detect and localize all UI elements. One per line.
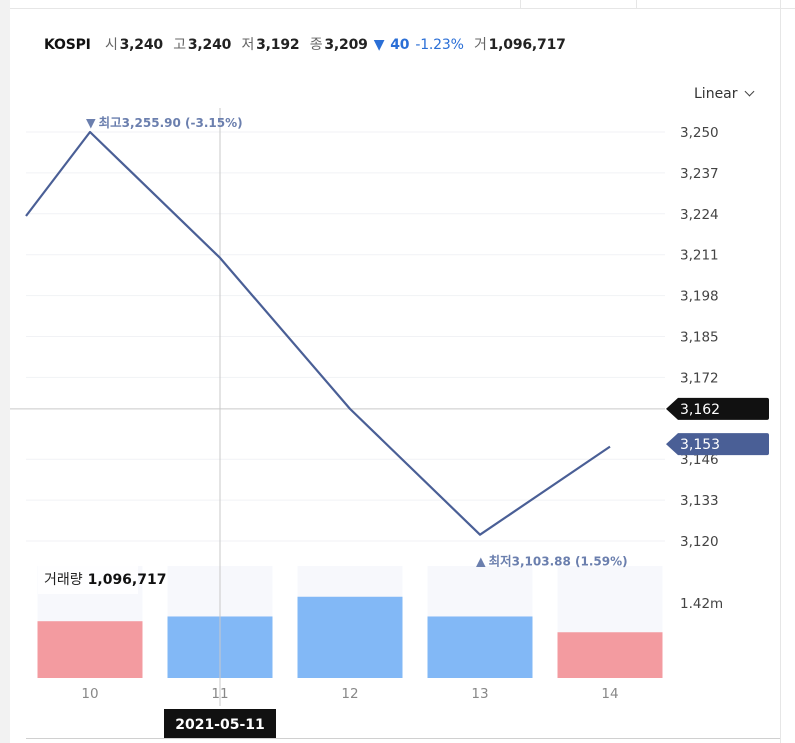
y-tick-label: 3,198 bbox=[680, 289, 719, 305]
change-value: 40 bbox=[390, 37, 410, 53]
last-price-label: 3,153 bbox=[680, 437, 720, 453]
volume-bar bbox=[557, 632, 663, 678]
volume-legend: 거래량 1,096,717 bbox=[38, 566, 166, 594]
top-divider bbox=[520, 0, 521, 9]
y-tick-label: 3,146 bbox=[680, 452, 719, 468]
max-annotation-arrow: ▼ bbox=[86, 115, 96, 130]
crosshair-date-tag: 2021-05-11 bbox=[164, 709, 276, 738]
open-value: 3,240 bbox=[119, 37, 163, 53]
x-tick-label: 11 bbox=[211, 686, 228, 702]
min-annotation: ▲ 최저3,103.88 (1.59%) bbox=[476, 554, 628, 569]
x-tick-label: 14 bbox=[601, 686, 618, 702]
price-line bbox=[25, 130, 611, 536]
y-tick-label: 3,224 bbox=[680, 207, 719, 223]
last-price-tag: 3,153 bbox=[666, 433, 769, 456]
close-label: 종 bbox=[309, 37, 323, 53]
open-label: 시 bbox=[104, 37, 118, 53]
volume-legend-label: 거래량 1,096,717 bbox=[44, 572, 166, 588]
scale-select-value: Linear bbox=[694, 86, 738, 102]
bottom-border bbox=[26, 738, 780, 739]
x-tick-label: 13 bbox=[471, 686, 488, 702]
change-percent: -1.23% bbox=[415, 37, 464, 53]
min-annotation-arrow: ▲ bbox=[476, 554, 486, 569]
grid bbox=[26, 131, 665, 542]
x-tick-label: 10 bbox=[81, 686, 98, 702]
crosshair-price-label: 3,162 bbox=[680, 402, 720, 418]
crosshair-date-label: 2021-05-11 bbox=[175, 717, 265, 733]
close-value: 3,209 bbox=[324, 37, 368, 53]
top-border bbox=[10, 8, 795, 9]
y-tick-label: 3,211 bbox=[680, 248, 719, 264]
ohlc-header: KOSPI 시 3,240 고 3,240 저 3,192 종 3,209 ▼ 40 -1.2… bbox=[44, 34, 572, 54]
y-axis: 3,250 3,237 3,224 3,211 3,198 3,185 3,172 3,146… bbox=[680, 125, 719, 550]
volume-legend-value: 1,096,717 bbox=[88, 572, 167, 588]
x-tick-label: 12 bbox=[341, 686, 358, 702]
volume-bar bbox=[427, 616, 533, 678]
change-down-arrow: ▼ bbox=[373, 37, 385, 53]
high-value: 3,240 bbox=[187, 37, 232, 53]
max-annotation-label: 최고 bbox=[99, 115, 123, 130]
volume-axis-label: 1.42m bbox=[680, 596, 723, 612]
y-tick-label: 3,237 bbox=[680, 166, 719, 182]
high-label: 고 bbox=[173, 37, 186, 53]
low-value: 3,192 bbox=[256, 37, 300, 53]
volume-value: 1,096,717 bbox=[488, 37, 566, 53]
volume-label: 거 bbox=[473, 37, 487, 53]
left-strip bbox=[0, 0, 10, 743]
y-tick-label: 3,185 bbox=[680, 330, 719, 346]
x-axis: 10 11 12 13 14 bbox=[81, 686, 618, 702]
min-annotation-value: 3,103.88 (1.59%) bbox=[512, 555, 628, 569]
symbol: KOSPI bbox=[44, 37, 91, 53]
top-divider bbox=[636, 0, 637, 9]
crosshair-price-tag: 3,162 bbox=[666, 397, 769, 420]
volume-bar bbox=[297, 596, 403, 678]
scale-select[interactable]: Linear bbox=[694, 86, 754, 102]
volume-bar bbox=[37, 621, 143, 678]
y-tick-label: 3,133 bbox=[680, 493, 719, 509]
y-tick-label: 3,250 bbox=[680, 125, 719, 141]
low-label: 저 bbox=[241, 37, 255, 53]
max-annotation-value: 3,255.90 (-3.15%) bbox=[122, 116, 243, 130]
max-annotation: ▼ 최고3,255.90 (-3.15%) bbox=[86, 115, 243, 130]
y-tick-label: 3,120 bbox=[680, 534, 719, 550]
right-border bbox=[780, 0, 781, 743]
y-tick-label: 3,172 bbox=[680, 370, 719, 386]
min-annotation-label: 최저 bbox=[489, 554, 512, 569]
